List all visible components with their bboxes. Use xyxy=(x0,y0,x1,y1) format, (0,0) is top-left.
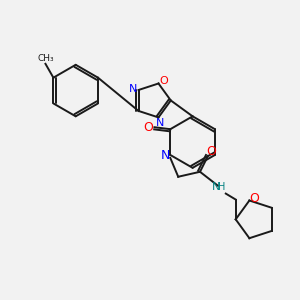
Text: N: N xyxy=(128,84,137,94)
Text: O: O xyxy=(249,192,259,205)
Text: O: O xyxy=(159,76,168,85)
Text: N: N xyxy=(161,149,170,162)
Text: H: H xyxy=(218,182,226,192)
Text: N: N xyxy=(156,118,165,128)
Text: O: O xyxy=(144,121,153,134)
Text: CH₃: CH₃ xyxy=(37,54,54,63)
Text: N: N xyxy=(212,182,220,192)
Text: O: O xyxy=(206,146,216,158)
